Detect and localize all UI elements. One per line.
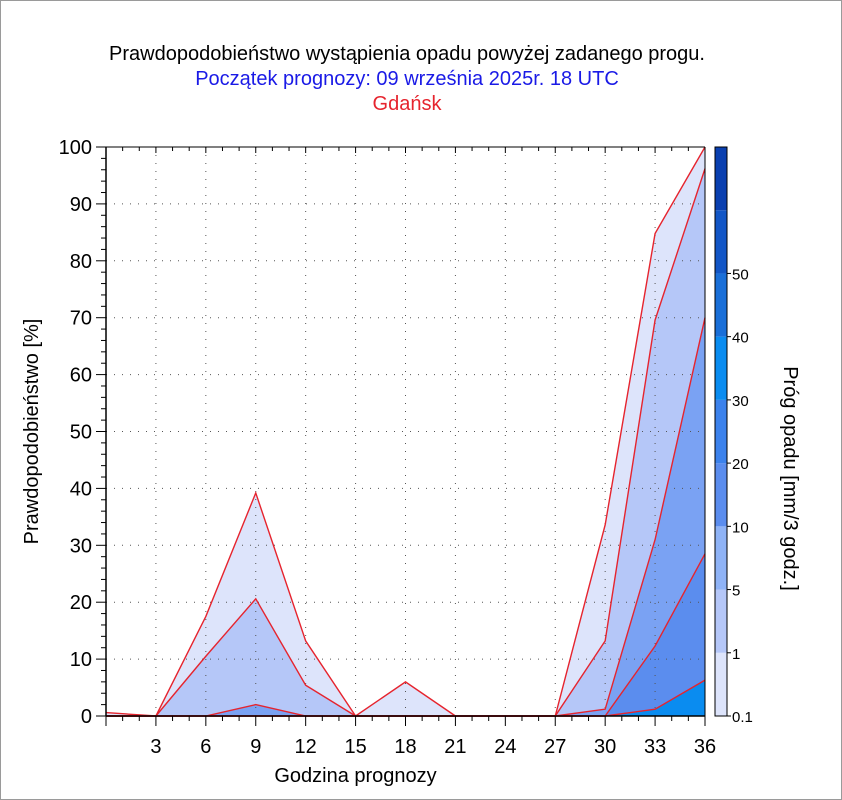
- y-tick-label-9: 90: [70, 194, 92, 216]
- colorbar-border: [714, 146, 728, 717]
- colorbar-label-5: 30: [732, 393, 749, 410]
- x-tick-label-10: 33: [644, 736, 666, 758]
- colorbar-label-7: 50: [732, 266, 749, 283]
- area-threshold-3: [106, 553, 705, 716]
- chart-title: Prawdopodobieństwo wystąpienia opadu pow…: [109, 43, 705, 65]
- colorbar-axis-label: Próg opadu [mm/3 godz.]: [779, 366, 801, 591]
- x-axis-label: Godzina prognozy: [274, 765, 436, 787]
- x-tick-label-3: 12: [295, 736, 317, 758]
- location-label: Gdańsk: [372, 93, 442, 115]
- x-tick-label-0: 3: [150, 736, 161, 758]
- colorbar-segment-2: [715, 526, 727, 590]
- y-tick-label-1: 10: [70, 649, 92, 671]
- colorbar-segment-7: [715, 210, 727, 274]
- x-tick-label-1: 6: [200, 736, 211, 758]
- y-tick-label-8: 80: [70, 251, 92, 273]
- colorbar-segment-1: [715, 589, 727, 653]
- area-threshold-4: [106, 680, 705, 716]
- area-threshold-0: [106, 147, 705, 716]
- x-tick-label-8: 27: [544, 736, 566, 758]
- colorbar-label-1: 1: [732, 646, 740, 663]
- colorbar-label-6: 40: [732, 330, 749, 347]
- x-tick-label-2: 9: [250, 736, 261, 758]
- colorbar-label-2: 5: [732, 583, 740, 600]
- x-tick-label-9: 30: [594, 736, 616, 758]
- forecast-start-subtitle: Początek prognozy: 09 września 2025r. 18…: [195, 68, 619, 90]
- y-tick-label-5: 50: [70, 422, 92, 444]
- series-line-0: [105, 146, 706, 717]
- colorbar-segment-4: [715, 399, 727, 464]
- colorbar-segment-6: [715, 273, 727, 337]
- x-tick-label-11: 36: [694, 736, 716, 758]
- x-tick-label-7: 24: [494, 736, 516, 758]
- y-tick-label-0: 0: [81, 706, 92, 728]
- y-tick-label-10: 100: [59, 137, 92, 159]
- y-tick-label-4: 40: [70, 478, 92, 500]
- x-tick-label-5: 18: [394, 736, 416, 758]
- y-tick-label-3: 30: [70, 535, 92, 557]
- y-tick-label-2: 20: [70, 592, 92, 614]
- y-tick-label-7: 70: [70, 308, 92, 330]
- colorbar-label-4: 20: [732, 456, 749, 473]
- x-tick-label-6: 21: [444, 736, 466, 758]
- x-tick-label-4: 15: [344, 736, 366, 758]
- colorbar-segment-5: [715, 336, 727, 400]
- colorbar-label-0: 0.1: [732, 709, 753, 726]
- colorbar-label-3: 10: [732, 519, 749, 536]
- colorbar-segment-0: [715, 652, 727, 716]
- y-axis-label: Prawdopodobieństwo [%]: [21, 319, 43, 545]
- colorbar-segment-3: [715, 463, 727, 527]
- y-tick-label-6: 60: [70, 365, 92, 387]
- colorbar-segment-8: [715, 147, 727, 211]
